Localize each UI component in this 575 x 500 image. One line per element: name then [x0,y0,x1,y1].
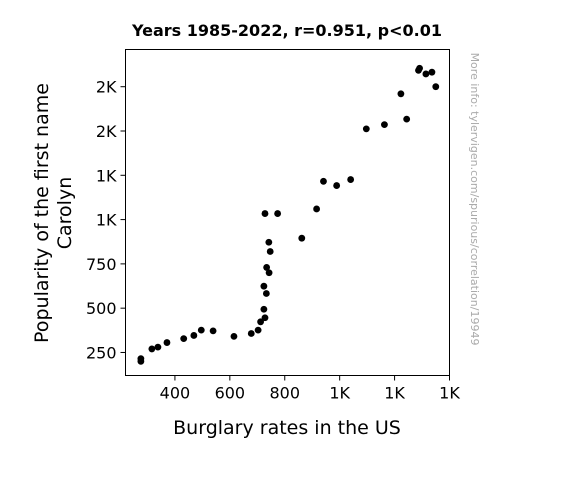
data-point [263,264,271,271]
data-point [362,125,370,133]
data-point [148,345,156,353]
watermark-text: More info: tylervigen.com/spurious/corre… [468,53,481,346]
data-point [403,115,411,123]
data-point [257,318,264,326]
x-axis-title: Burglary rates in the US [173,417,401,439]
data-point [265,238,273,246]
y-tick-label: 2K [96,78,117,97]
x-tick-label: 1K [329,384,350,403]
data-point [397,90,405,98]
data-point [190,332,198,339]
data-point [260,282,268,290]
data-point [428,68,436,76]
plot-area-frame [125,49,450,376]
data-point [320,177,327,185]
data-point [247,330,255,337]
y-tick-label: 250 [86,343,117,362]
data-point [209,327,217,335]
data-points [137,64,440,365]
y-axis-title-line-1: Popularity of the first name [31,83,53,343]
x-tick-label: 1K [439,384,460,403]
y-tick-label: 2K [96,122,117,141]
data-point [347,176,355,183]
data-point [197,326,205,334]
chart-title: Years 1985-2022, r=0.951, p<0.01 [131,21,442,40]
x-tick-label: 400 [160,384,191,403]
data-point [260,305,268,313]
data-point [313,205,321,213]
data-point [262,290,270,297]
data-point [230,332,238,340]
data-point [274,210,282,217]
data-point [265,269,273,277]
x-axis-ticks: 400 600 800 1K 1K 1K [160,375,460,403]
x-tick-label: 600 [215,384,246,403]
data-point [180,335,188,343]
data-point [381,121,388,129]
y-axis-title: Popularity of the first name Carolyn [31,83,76,343]
y-tick-label: 1K [96,166,117,185]
y-tick-label: 750 [86,255,117,274]
data-point [261,210,269,217]
data-point [163,339,171,346]
data-point [266,248,274,255]
data-point [254,326,262,334]
data-point [422,70,430,78]
y-axis-ticks: 250 500 750 1K 1K 2K 2K [86,78,126,362]
data-point [261,314,269,322]
y-tick-label: 1K [96,211,117,230]
data-point [137,355,145,363]
data-point [416,64,423,72]
data-point [154,343,162,351]
y-axis-title-line-2: Carolyn [54,177,76,250]
data-point [298,234,306,242]
watermark: More info: tylervigen.com/spurious/corre… [468,53,481,346]
data-point [432,83,440,91]
data-point [333,182,341,189]
x-tick-label: 800 [269,384,300,403]
x-tick-label: 1K [384,384,405,403]
y-tick-label: 500 [86,299,117,318]
